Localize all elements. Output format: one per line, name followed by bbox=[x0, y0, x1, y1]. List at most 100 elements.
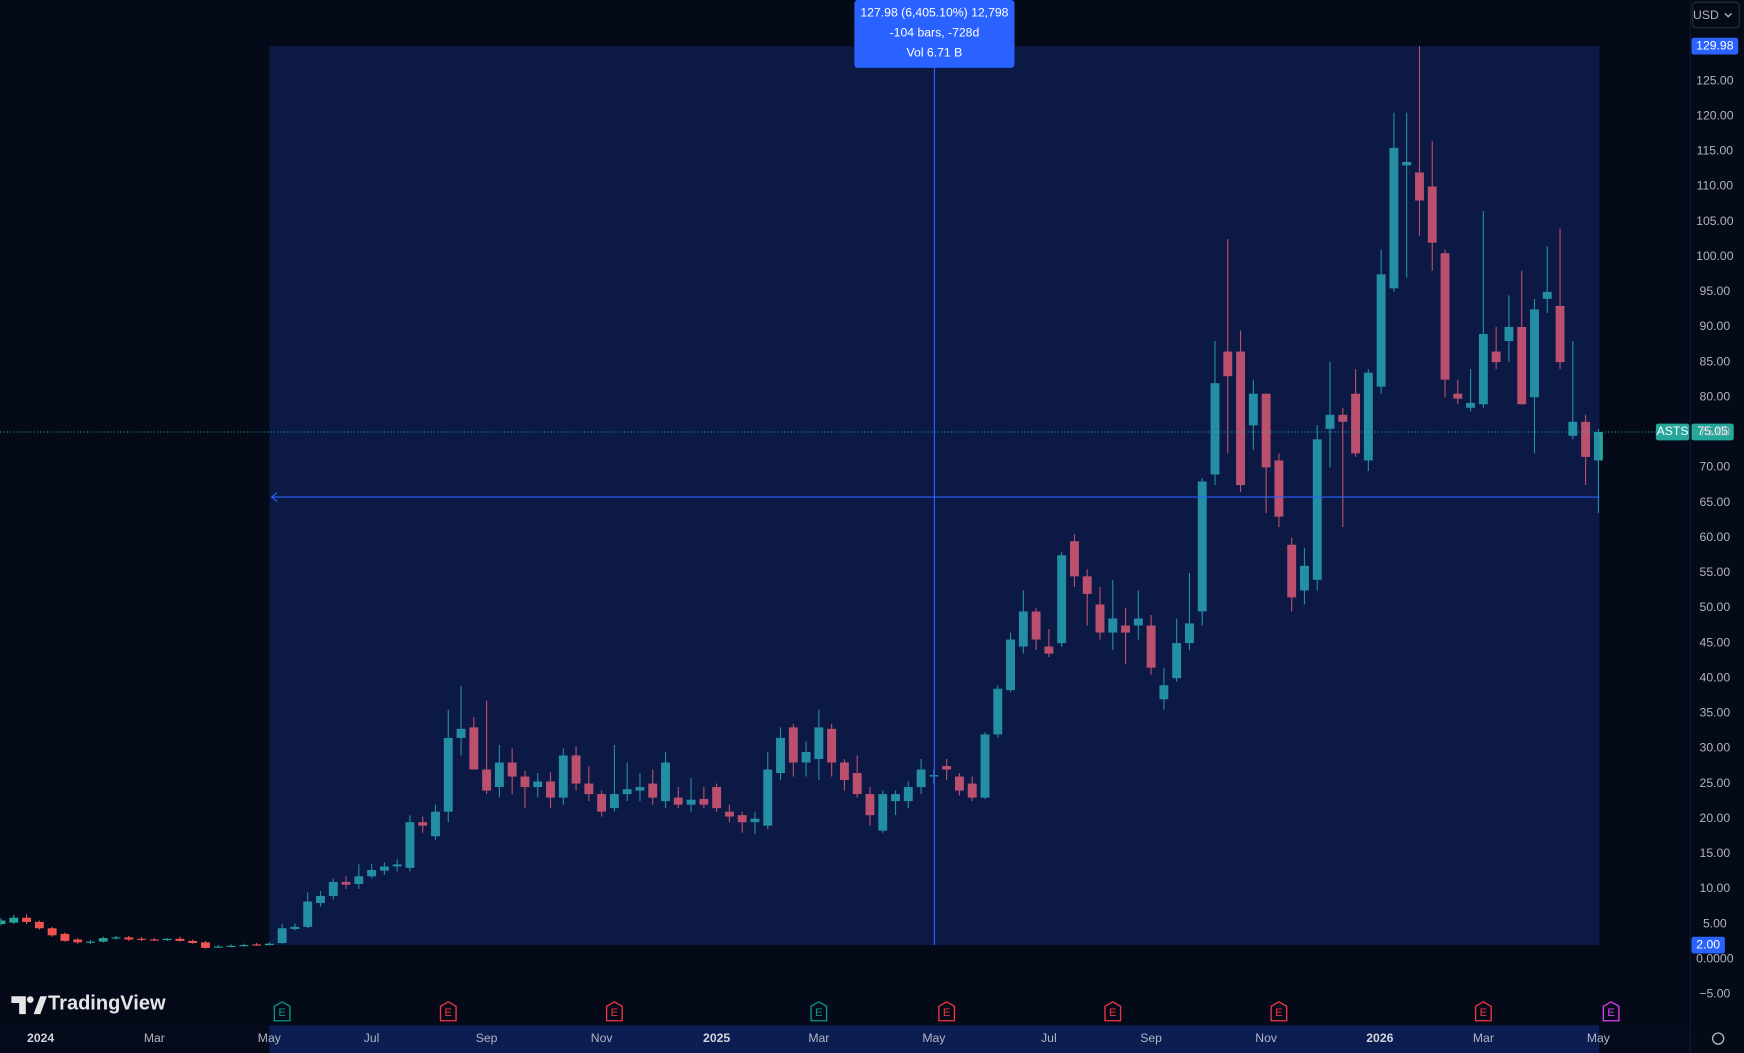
currency-button-frame[interactable] bbox=[1692, 1, 1740, 29]
candle-body bbox=[712, 787, 722, 809]
candle-body bbox=[597, 794, 607, 812]
earnings-label[interactable]: E bbox=[1275, 1007, 1282, 1019]
earnings-badge[interactable] bbox=[810, 1001, 828, 1022]
candle-body bbox=[379, 866, 389, 871]
candle-body bbox=[1287, 544, 1297, 598]
candle-body bbox=[1402, 161, 1412, 166]
symbol-label: ASTS bbox=[1657, 424, 1689, 438]
x-tick-label: Nov bbox=[591, 1031, 614, 1045]
candle-body bbox=[1146, 625, 1156, 668]
range-high-label: 129.98 bbox=[1696, 38, 1734, 52]
candle-body bbox=[1389, 147, 1399, 289]
candle-body bbox=[648, 783, 658, 798]
candle-body bbox=[1478, 334, 1488, 405]
earnings-label[interactable]: E bbox=[943, 1007, 950, 1019]
candle-body bbox=[737, 815, 747, 823]
earnings-label[interactable]: E bbox=[1109, 1007, 1116, 1019]
earnings-badge[interactable] bbox=[439, 1001, 457, 1022]
currency-button[interactable]: USD bbox=[1692, 1, 1740, 29]
candle-body bbox=[1057, 555, 1067, 644]
y-tick-label: 95.00 bbox=[1700, 284, 1731, 298]
candle-body bbox=[1504, 326, 1514, 342]
candle-body bbox=[239, 945, 249, 947]
y-tick-label: 120.00 bbox=[1696, 108, 1734, 122]
candle-body bbox=[878, 794, 888, 831]
last-price-label: 75.05 bbox=[1697, 424, 1728, 438]
logo: TradingView bbox=[11, 992, 166, 1014]
candle-body bbox=[149, 939, 159, 941]
settings-icon[interactable] bbox=[1711, 1032, 1725, 1045]
candle-body bbox=[967, 783, 977, 798]
candle-body bbox=[367, 869, 377, 877]
candle-body bbox=[839, 762, 849, 781]
candle-body bbox=[9, 917, 19, 923]
candle-body bbox=[60, 933, 70, 941]
candle-body bbox=[111, 937, 121, 939]
earnings-badge[interactable] bbox=[1602, 1001, 1620, 1022]
candle-body bbox=[699, 799, 709, 805]
x-tick-label: Mar bbox=[144, 1031, 165, 1045]
candle-body bbox=[635, 787, 645, 791]
y-tick-label: 60.00 bbox=[1700, 530, 1731, 544]
candle-body bbox=[801, 751, 811, 763]
measure-text: -104 bars, -728d bbox=[890, 26, 980, 40]
candle-body bbox=[954, 776, 964, 791]
candle-body bbox=[316, 895, 325, 903]
x-tick-label: Mar bbox=[808, 1031, 829, 1045]
candle-body bbox=[418, 822, 428, 826]
candle-body bbox=[303, 901, 313, 927]
candle-body bbox=[252, 944, 262, 946]
candle-body bbox=[277, 928, 287, 944]
candle-body bbox=[1006, 639, 1015, 691]
earnings-badge[interactable] bbox=[273, 1001, 291, 1022]
candle-body bbox=[124, 937, 134, 940]
candle-body bbox=[584, 783, 594, 795]
currency-label[interactable]: USD bbox=[1693, 8, 1719, 22]
earnings-label[interactable]: E bbox=[1480, 1007, 1487, 1019]
candle-body bbox=[1108, 618, 1118, 633]
measure-text: 127.98 (6,405.10%) 12,798 bbox=[860, 6, 1008, 20]
earnings-label[interactable]: E bbox=[611, 1007, 618, 1019]
candle-body bbox=[609, 794, 619, 809]
y-tick-label: 10.00 bbox=[1700, 881, 1731, 895]
candle-body bbox=[1069, 541, 1079, 577]
currency-chevron bbox=[1724, 12, 1732, 18]
earnings-badge[interactable] bbox=[938, 1001, 956, 1022]
earnings-label[interactable]: E bbox=[278, 1007, 285, 1019]
x-tick-label: 2025 bbox=[703, 1031, 730, 1045]
candle-body bbox=[1274, 460, 1284, 517]
y-tick-label: 105.00 bbox=[1696, 214, 1734, 228]
candle-body bbox=[0, 920, 6, 925]
y-tick-label: 20.00 bbox=[1700, 811, 1731, 825]
earnings-badge[interactable] bbox=[1270, 1001, 1288, 1022]
candle-body bbox=[827, 728, 837, 763]
candle-body bbox=[34, 921, 44, 929]
y-tick-label: 65.00 bbox=[1700, 495, 1731, 509]
candle-body bbox=[993, 688, 1003, 735]
earnings-badge[interactable] bbox=[1474, 1001, 1492, 1022]
earnings-label[interactable]: E bbox=[445, 1007, 452, 1019]
candle-body bbox=[290, 926, 300, 929]
candle-body bbox=[328, 881, 338, 896]
candle-body bbox=[776, 737, 785, 774]
candle-body bbox=[852, 773, 862, 795]
range-high-tag bbox=[1691, 37, 1739, 55]
candle-body bbox=[1338, 414, 1348, 422]
earnings-label[interactable]: E bbox=[1607, 1007, 1614, 1019]
y-tick-label: 55.00 bbox=[1700, 565, 1731, 579]
earnings-label[interactable]: E bbox=[815, 1007, 822, 1019]
x-tick-label: Nov bbox=[1255, 1031, 1278, 1045]
earnings-badge[interactable] bbox=[1104, 1001, 1122, 1022]
x-tick-label: Mar bbox=[1473, 1031, 1494, 1045]
candle-body bbox=[175, 938, 185, 941]
candle-body bbox=[392, 864, 402, 867]
candle-body bbox=[137, 938, 147, 940]
candle-body bbox=[1312, 439, 1322, 580]
candle-body bbox=[1082, 576, 1092, 594]
candle-body bbox=[1044, 646, 1054, 654]
earnings-badge[interactable] bbox=[605, 1001, 623, 1022]
candle-body bbox=[1555, 305, 1565, 363]
candle-body bbox=[916, 769, 926, 788]
candle-body bbox=[520, 776, 530, 788]
